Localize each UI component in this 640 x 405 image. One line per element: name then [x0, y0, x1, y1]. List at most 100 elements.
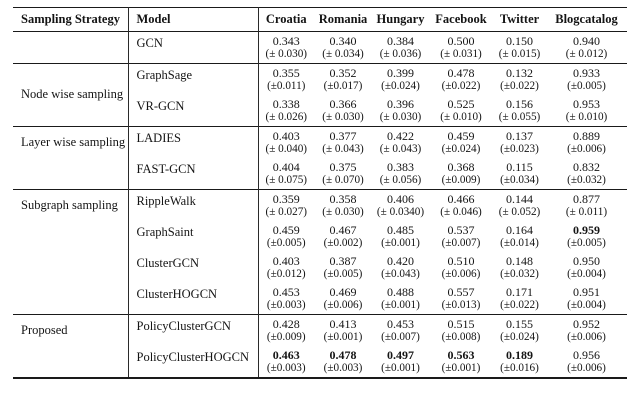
metric-stddev: (±0.008): [441, 331, 481, 343]
metric-stddev: (±0.003): [266, 299, 306, 311]
metric-stddev: (±0.022): [441, 80, 481, 92]
value-cell: 0.951 (±0.004): [546, 283, 627, 315]
header-row: Sampling Strategy Model Croatia Romania Hung…: [13, 7, 627, 32]
model-cell: FAST-GCN: [127, 158, 258, 190]
value-cell: 0.338 (± 0.026): [257, 95, 314, 127]
metric-value: 0.396: [387, 97, 414, 111]
metric-value: 0.459: [447, 129, 475, 143]
strategy-cell: Proposed: [21, 323, 68, 337]
value-cell: 0.537 (±0.007): [429, 221, 493, 252]
metric-value: 0.453: [387, 317, 414, 331]
metric-value: 0.340: [329, 34, 357, 48]
metric-value: 0.537: [447, 223, 475, 237]
metric-value: 0.557: [447, 285, 475, 299]
strategy-cell: Subgraph sampling: [21, 198, 118, 212]
metric-value: 0.956: [573, 348, 600, 362]
metric-value: 0.428: [272, 317, 300, 331]
value-cell: 0.453 (±0.003): [257, 283, 314, 315]
table-row: Subgraph sampling RippleWalk 0.359 (± 0.027…: [13, 189, 627, 222]
value-cell: 0.952 (±0.006): [546, 315, 627, 347]
value-cell: 0.466 (± 0.046): [429, 190, 493, 222]
value-cell: 0.164 (±0.014): [493, 221, 546, 252]
metric-stddev: (±0.001): [323, 331, 363, 343]
metric-value: 0.889: [573, 129, 600, 143]
table-body: GCN 0.343 (± 0.030) 0.340 (± 0.034) 0.384 (± 0…: [13, 31, 627, 378]
model-cell: PolicyClusterHOGCN: [127, 346, 258, 378]
metric-stddev: (±0.001): [381, 237, 420, 249]
value-cell: 0.478 (±0.003): [314, 346, 372, 378]
value-cell: 0.877 (± 0.011): [546, 190, 627, 222]
metric-value: 0.420: [387, 254, 414, 268]
value-cell: 0.368 (±0.009): [429, 158, 493, 190]
strategy-cell: Layer wise sampling: [21, 135, 126, 149]
metric-stddev: (±0.001): [381, 362, 420, 374]
metric-stddev: (±0.006): [567, 362, 606, 374]
value-cell: 0.557 (±0.013): [429, 283, 493, 315]
value-cell: 0.406 (± 0.0340): [372, 190, 429, 222]
metric-value: 0.877: [573, 192, 600, 206]
value-cell: 0.959 (±0.005): [546, 221, 627, 252]
model-cell: ClusterHOGCN: [127, 283, 258, 315]
results-table-container: Sampling Strategy Model Croatia Romania Hung…: [13, 7, 627, 379]
metric-value: 0.951: [573, 285, 600, 299]
value-cell: 0.366 (± 0.030): [314, 95, 372, 127]
table-row: ClusterGCN 0.403 (±0.012) 0.387 (±0.005) 0.42…: [13, 252, 627, 283]
value-cell: 0.377 (± 0.043): [314, 127, 372, 159]
value-cell: 0.383 (± 0.056): [372, 158, 429, 190]
metric-stddev: (±0.032): [500, 268, 539, 280]
value-cell: 0.933 (±0.005): [546, 64, 627, 96]
metric-value: 0.366: [329, 97, 357, 111]
metric-stddev: (±0.022): [500, 299, 539, 311]
table-row: VR-GCN 0.338 (± 0.026) 0.366 (± 0.030) 0.396(…: [13, 95, 627, 127]
table-row: GCN 0.343 (± 0.030) 0.340 (± 0.034) 0.384 (± 0…: [13, 31, 627, 64]
value-cell: 0.420 (±0.043): [372, 252, 429, 283]
value-cell: 0.115 (±0.034): [493, 158, 546, 190]
value-cell: 0.950 (±0.004): [546, 252, 627, 283]
metric-stddev: (±0.005): [567, 80, 606, 92]
value-cell: 0.355 (±0.011): [257, 63, 314, 95]
metric-value: 0.148: [506, 254, 533, 268]
metric-stddev: (±0.007): [441, 237, 481, 249]
metric-stddev: (±0.002): [323, 237, 363, 249]
metric-value: 0.422: [387, 129, 414, 143]
value-cell: 0.525 (± 0.010): [429, 95, 493, 127]
metric-value: 0.355: [272, 66, 300, 80]
metric-value: 0.950: [573, 254, 600, 268]
metric-stddev: (± 0.010): [440, 111, 482, 123]
value-cell: 0.469 (±0.006): [314, 283, 372, 315]
metric-stddev: (±0.024): [381, 80, 420, 92]
metric-stddev: (±0.007): [381, 331, 420, 343]
value-cell: 0.515 (±0.008): [429, 315, 493, 347]
metric-stddev: (± 0.030): [379, 111, 422, 123]
value-cell: 0.510 (±0.006): [429, 252, 493, 283]
metric-stddev: (±0.017): [323, 80, 363, 92]
model-cell: PolicyClusterGCN: [127, 314, 258, 346]
metric-stddev: (±0.034): [500, 174, 539, 186]
metric-value: 0.343: [272, 34, 300, 48]
value-cell: 0.940 (± 0.012): [546, 32, 627, 64]
column-header-hungary: Hungary: [376, 12, 425, 26]
metric-stddev: (± 0.070): [322, 174, 364, 186]
metric-value: 0.478: [447, 66, 475, 80]
column-header-blogcatalog: Blogcatalog: [555, 12, 618, 26]
value-cell: 0.343 (± 0.030): [257, 31, 314, 64]
metric-stddev: (±0.011): [267, 80, 306, 92]
metric-stddev: (±0.024): [441, 143, 481, 155]
metric-value: 0.368: [447, 160, 475, 174]
table-row: PolicyClusterHOGCN 0.463 (±0.003) 0.478 (±0.…: [13, 346, 627, 378]
metric-value: 0.403: [272, 254, 300, 268]
metric-stddev: (±0.022): [500, 80, 539, 92]
metric-stddev: (±0.024): [500, 331, 539, 343]
metric-value: 0.478: [329, 348, 357, 362]
metric-value: 0.510: [447, 254, 475, 268]
metric-stddev: (± 0.027): [265, 206, 308, 218]
metric-stddev: (±0.023): [500, 143, 539, 155]
value-cell: 0.384 (± 0.036): [372, 32, 429, 64]
value-cell: 0.148 (±0.032): [493, 252, 546, 283]
metric-stddev: (±0.016): [500, 362, 539, 374]
metric-value: 0.399: [387, 66, 414, 80]
metric-stddev: (± 0.026): [265, 111, 308, 123]
metric-value: 0.383: [387, 160, 414, 174]
metric-value: 0.171: [506, 285, 533, 299]
metric-stddev: (±0.043): [381, 268, 420, 280]
